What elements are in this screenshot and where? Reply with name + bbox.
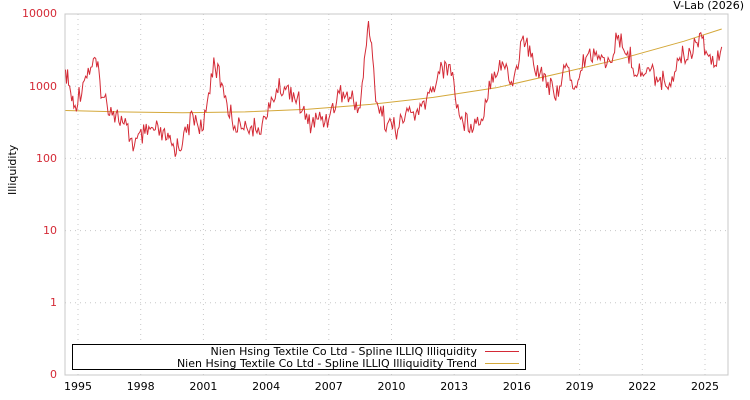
- y-tick-label: 10: [43, 224, 57, 237]
- x-tick-label: 1995: [64, 380, 92, 393]
- x-tick-label: 2010: [377, 380, 406, 393]
- x-tick-label: 2004: [252, 380, 281, 393]
- legend-swatch-red: [485, 350, 519, 352]
- x-tick-label: 2001: [189, 380, 218, 393]
- y-tick-label: 1: [50, 296, 57, 309]
- y-tick-label: 1000: [29, 80, 57, 93]
- illiquidity-line: [65, 20, 723, 157]
- plot-frame: [64, 13, 729, 376]
- y-tick-label: 10000: [22, 7, 57, 20]
- x-tick-label: 2013: [440, 380, 469, 393]
- x-tick-label: 1998: [126, 380, 155, 393]
- legend: Nien Hsing Textile Co Ltd - Spline ILLIQ…: [72, 344, 526, 370]
- legend-label: Nien Hsing Textile Co Ltd - Spline ILLIQ…: [210, 344, 477, 358]
- y-tick-label: 0: [50, 368, 57, 381]
- gridlines: [65, 14, 728, 375]
- x-tick-label: 2022: [628, 380, 657, 393]
- legend-item-trend: Nien Hsing Textile Co Ltd - Spline ILLIQ…: [176, 356, 519, 370]
- chart-credit: V-Lab (2026): [673, 0, 744, 12]
- y-tick-label: 100: [36, 152, 57, 165]
- legend-item-illiquidity: Nien Hsing Textile Co Ltd - Spline ILLIQ…: [210, 344, 519, 358]
- legend-label: Nien Hsing Textile Co Ltd - Spline ILLIQ…: [176, 356, 477, 370]
- x-tick-label: 2019: [565, 380, 594, 393]
- x-tick-label: 2016: [502, 380, 531, 393]
- x-tick-label: 2025: [691, 380, 719, 393]
- legend-swatch-gold: [485, 362, 519, 364]
- x-tick-label: 2007: [314, 380, 343, 393]
- trend-line: [65, 28, 722, 114]
